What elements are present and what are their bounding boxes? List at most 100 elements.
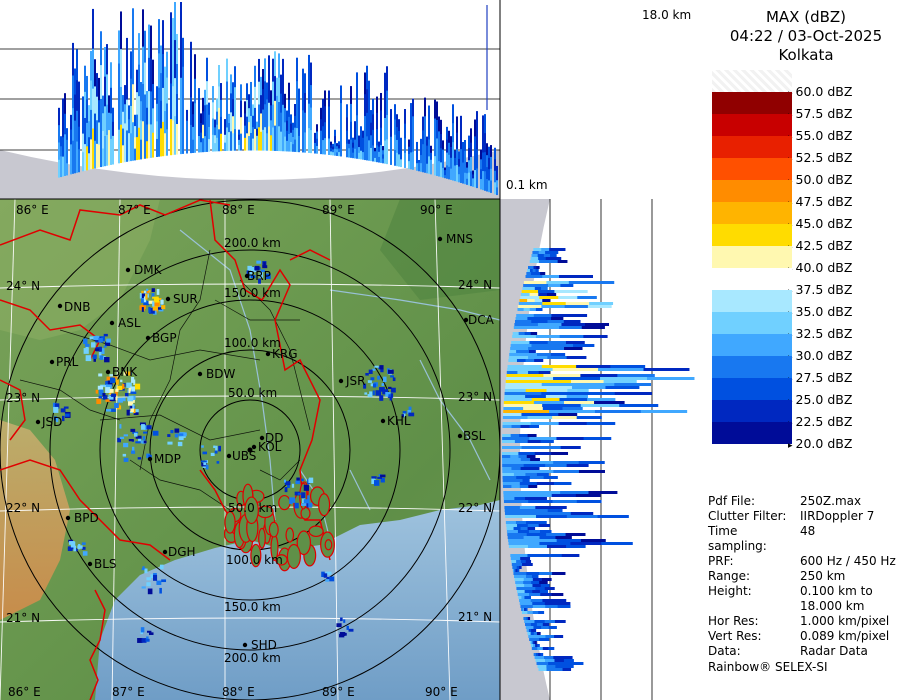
info-value: 250Z.max: [800, 494, 862, 508]
legend-swatch: [712, 180, 792, 202]
city-label: BRP: [247, 269, 271, 283]
station-name: Kolkata: [778, 46, 834, 64]
lon-label-top: 86° E: [16, 203, 49, 217]
city-label: JSR: [345, 374, 366, 388]
legend-swatch: [712, 422, 792, 444]
city-label: MNS: [446, 232, 473, 246]
legend-swatch: [712, 114, 792, 136]
city-label: JSD: [41, 415, 62, 429]
info-value: 48: [800, 524, 816, 538]
range-ring-label: 50.0 km: [228, 501, 277, 515]
legend-label: 27.5 dBZ: [788, 370, 853, 385]
city-label: KRG: [272, 347, 298, 361]
city-label: MDP: [154, 452, 181, 466]
legend-label: 30.0 dBZ: [788, 348, 853, 363]
info-value: 0.089 km/pixel: [800, 629, 890, 643]
info-key: Pdf File:: [708, 494, 756, 508]
lon-label-top: 87° E: [118, 203, 151, 217]
lat-label-left: 23° N: [6, 391, 40, 405]
legend-swatch: [712, 400, 792, 422]
top-cross-section: [0, 0, 500, 199]
range-ring-label: 100.0 km: [226, 553, 283, 567]
legend-label: 52.5 dBZ: [788, 150, 853, 165]
info-key: Range:: [708, 569, 751, 583]
legend-label: 60.0 dBZ: [788, 84, 853, 99]
info-row: Pdf File: 250Z.max: [708, 494, 906, 509]
info-row: Height: 0.100 km to 18.000 km: [708, 584, 906, 614]
legend-swatch: [712, 290, 792, 312]
city-label: BPD: [74, 511, 99, 525]
range-ring-label: 200.0 km: [224, 236, 281, 250]
radar-map: [0, 199, 500, 700]
lat-label-right: 24° N: [458, 278, 492, 292]
legend-label: 57.5 dBZ: [788, 106, 853, 121]
info-key: Time sampling:: [708, 524, 767, 553]
lon-label-top: 90° E: [420, 203, 453, 217]
city-label: KHL: [387, 414, 411, 428]
info-row: Data: Radar Data: [708, 644, 906, 659]
info-value: 1.000 km/pixel: [800, 614, 890, 628]
city-label: DCA: [468, 313, 495, 327]
lat-label-left: 22° N: [6, 501, 40, 515]
legend-label: 55.0 dBZ: [788, 128, 853, 143]
lat-label-left: 24° N: [6, 279, 40, 293]
info-key: Height:: [708, 584, 752, 598]
lon-label-bottom: 88° E: [222, 685, 255, 699]
legend-label: 42.5 dBZ: [788, 238, 853, 253]
legend-swatch: [712, 136, 792, 158]
legend-swatch: [712, 70, 792, 92]
info-value: Radar Data: [800, 644, 868, 658]
range-ring-label: 150.0 km: [224, 600, 281, 614]
lat-label-left: 21° N: [6, 611, 40, 625]
legend-swatch: [712, 224, 792, 246]
credit: Rainbow® SELEX-SI: [708, 660, 828, 674]
info-key: Clutter Filter:: [708, 509, 787, 523]
info-key: Hor Res:: [708, 614, 759, 628]
city-label: BNK: [112, 365, 138, 379]
lon-label-top: 89° E: [322, 203, 355, 217]
city-label: BLS: [94, 557, 117, 571]
lon-label-top: 88° E: [222, 203, 255, 217]
legend-label: 35.0 dBZ: [788, 304, 853, 319]
city-label: DD: [265, 431, 283, 445]
info-row: PRF: 600 Hz / 450 Hz: [708, 554, 906, 569]
info-key: Data:: [708, 644, 741, 658]
info-value: 250 km: [800, 569, 846, 583]
legend-swatch: [712, 312, 792, 334]
range-ring-label: 150.0 km: [224, 286, 281, 300]
right-cross-section: [500, 199, 706, 700]
range-ring-label: 200.0 km: [224, 651, 281, 665]
legend-panel: MAX (dBZ) 04:22 / 03-Oct-2025 Kolkata 60…: [706, 0, 906, 700]
info-key: PRF:: [708, 554, 734, 568]
datetime: 04:22 / 03-Oct-2025: [729, 27, 883, 45]
lon-label-bottom: 90° E: [425, 685, 458, 699]
legend-label: 45.0 dBZ: [788, 216, 853, 231]
legend-swatch: [712, 378, 792, 400]
product-title: MAX (dBZ): [765, 8, 847, 26]
lon-label-bottom: 87° E: [112, 685, 145, 699]
top-height-label: 18.0 km: [642, 8, 692, 22]
city-label: DMK: [134, 263, 163, 277]
city-label: DGH: [168, 545, 196, 559]
lat-label-right: 22° N: [458, 501, 492, 515]
legend-label: 32.5 dBZ: [788, 326, 853, 341]
city-label: BGP: [152, 331, 177, 345]
legend-swatch: [712, 356, 792, 378]
info-row: Time sampling: 48: [708, 524, 906, 554]
legend-swatch: [712, 158, 792, 180]
city-label: DNB: [64, 300, 90, 314]
legend-label: 50.0 dBZ: [788, 172, 853, 187]
legend-swatch: [712, 246, 792, 268]
city-label: UBS: [232, 449, 256, 463]
city-label: BDW: [206, 367, 235, 381]
info-block: Pdf File: 250Z.max Clutter Filter: IIRDoppl…: [708, 494, 906, 675]
lon-label-bottom: 86° E: [8, 685, 41, 699]
legend-label: 20.0 dBZ: [788, 436, 853, 451]
city-label: SHD: [251, 638, 277, 652]
lat-label-right: 21° N: [458, 610, 492, 624]
legend-label: 37.5 dBZ: [788, 282, 853, 297]
legend-label: 47.5 dBZ: [788, 194, 853, 209]
legend-swatch: [712, 92, 792, 114]
lat-label-right: 23° N: [458, 390, 492, 404]
